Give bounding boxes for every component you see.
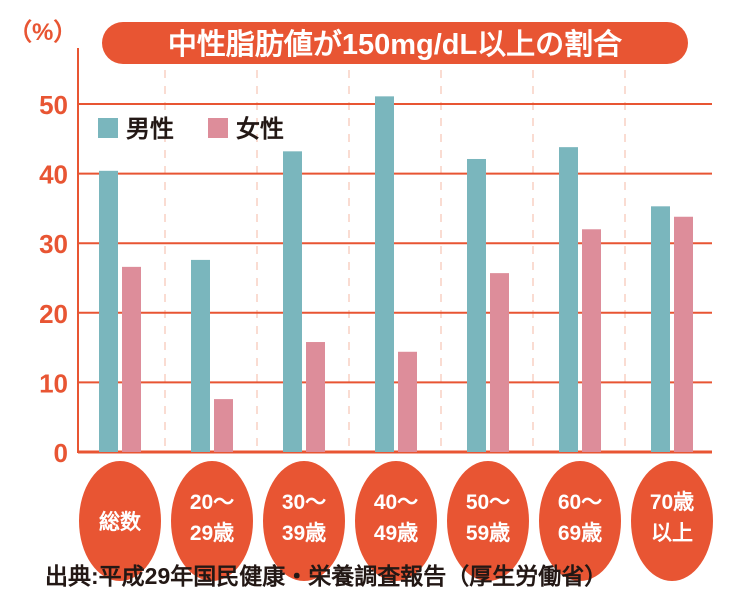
- bar-male: [191, 259, 210, 452]
- category-label: 39歳: [282, 522, 326, 545]
- category-badge: [539, 461, 621, 581]
- bar-male: [283, 151, 302, 452]
- bar-female: [122, 266, 141, 452]
- category-label: 40〜: [374, 491, 418, 514]
- category-label: 20〜: [190, 491, 234, 514]
- category-label: 以上: [651, 522, 693, 545]
- bar-female: [674, 216, 693, 452]
- category-label: 総数: [99, 510, 142, 534]
- category-label: 60〜: [558, 491, 602, 514]
- category-badge: [447, 461, 529, 581]
- bar-female: [582, 229, 601, 452]
- source-note: 出典:平成29年国民健康・栄養調査報告（厚生労働省）: [45, 563, 607, 589]
- category-badge: [631, 461, 713, 581]
- legend-label: 女性: [236, 115, 284, 143]
- bar-female: [306, 342, 325, 452]
- category-badge: [171, 461, 253, 581]
- bar-male: [559, 147, 578, 453]
- bar-male: [651, 206, 670, 452]
- category-badge: [79, 461, 161, 581]
- bar-male: [467, 158, 486, 452]
- y-tick-label: 10: [39, 368, 68, 398]
- category-label: 30〜: [282, 491, 326, 514]
- bar-female: [214, 399, 233, 452]
- y-axis-unit-label: （%）: [8, 19, 77, 46]
- chart-title: 中性脂肪値が150mg/dL以上の割合: [168, 27, 622, 61]
- bar-male: [99, 170, 118, 453]
- bar-male: [375, 96, 394, 453]
- category-label: 59歳: [466, 522, 510, 545]
- title-pill: [102, 22, 688, 64]
- y-tick-label: 40: [39, 160, 68, 190]
- bar-female: [398, 351, 417, 452]
- category-badge: [263, 461, 345, 581]
- category-badge: [355, 461, 437, 581]
- category-label: 50〜: [466, 491, 510, 514]
- category-label: 70歳: [650, 491, 694, 514]
- y-tick-label: 0: [54, 438, 68, 468]
- category-label: 69歳: [558, 522, 602, 545]
- legend-swatch-female: [208, 118, 228, 138]
- bar-female: [490, 273, 509, 452]
- y-tick-label: 50: [39, 90, 68, 120]
- y-tick-label: 20: [39, 299, 68, 329]
- legend-label: 男性: [126, 116, 174, 143]
- y-tick-label: 30: [39, 229, 68, 259]
- category-label: 49歳: [374, 522, 418, 545]
- legend-swatch-male: [98, 118, 118, 138]
- category-label: 29歳: [190, 522, 234, 545]
